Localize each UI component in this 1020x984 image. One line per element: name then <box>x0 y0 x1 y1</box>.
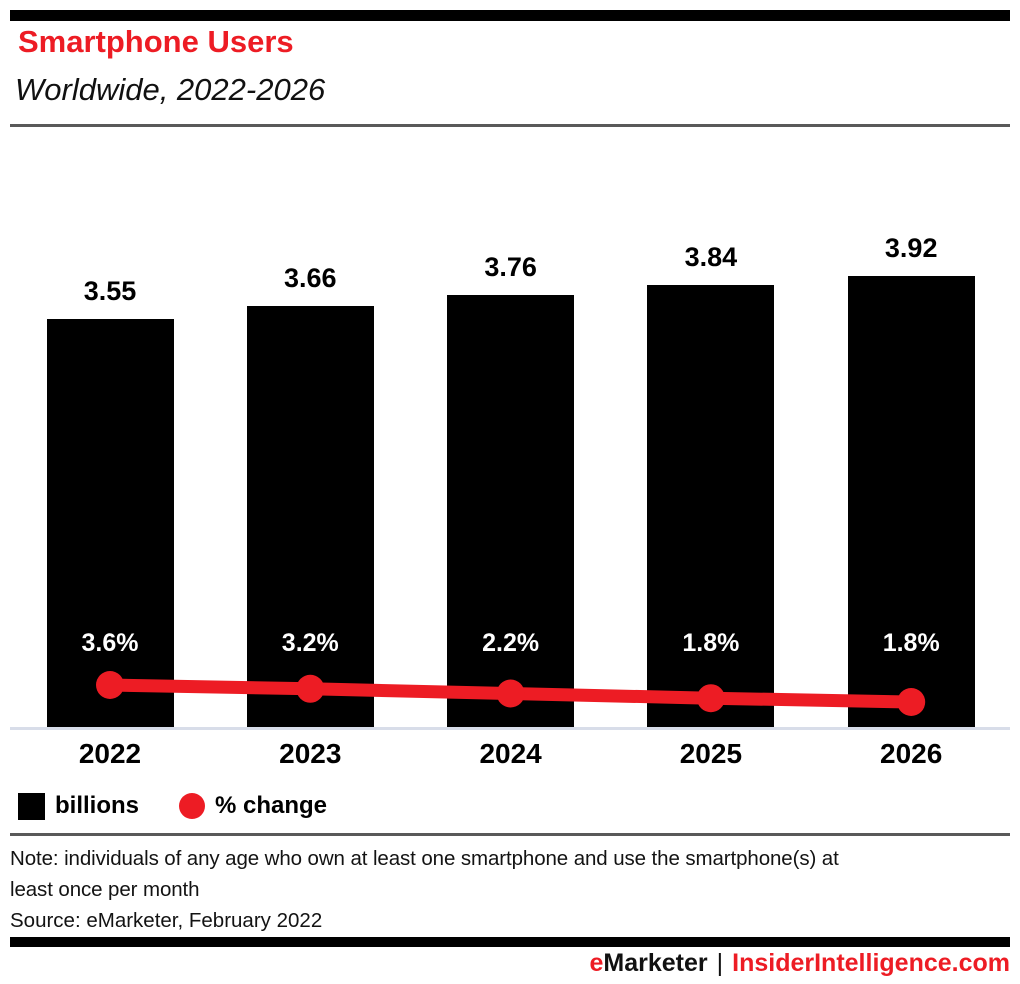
note-line-2: least once per month <box>10 878 200 901</box>
x-axis-label: 2022 <box>78 738 142 769</box>
brand-emarketer-rest: Marketer <box>603 949 708 977</box>
note-line-1: Note: individuals of any age who own at … <box>10 847 839 870</box>
footer-site: InsiderIntelligence.com <box>732 949 1010 977</box>
legend-swatch-billions <box>18 792 45 820</box>
header-divider <box>10 124 1010 127</box>
top-accent-bar <box>10 10 1010 21</box>
bar-value-label: 3.92 <box>884 233 938 264</box>
pct-change-label: 1.8% <box>682 629 740 657</box>
bar-2026 <box>847 276 975 727</box>
legend: billions % change <box>18 792 327 820</box>
bar-value-label: 3.84 <box>684 242 738 273</box>
legend-label-pct-change: % change <box>215 792 328 819</box>
pct-change-label: 1.8% <box>882 629 940 657</box>
legend-swatch-pct-change <box>179 793 205 819</box>
brand-emarketer-accent: e <box>589 949 604 977</box>
bar-2023 <box>246 306 374 727</box>
pct-change-label: 3.2% <box>281 629 339 657</box>
source-text: Source: eMarketer, February 2022 <box>10 909 323 932</box>
bar-value-label: 3.76 <box>484 251 537 282</box>
note-text: Note: individuals of any age who own at … <box>10 843 1010 905</box>
pct-change-label: 2.2% <box>482 629 540 657</box>
notes-divider <box>10 833 1010 836</box>
bar-2024 <box>447 294 575 727</box>
bar-value-label: 3.55 <box>83 275 137 306</box>
x-axis-line <box>10 727 1010 730</box>
bar-2022 <box>46 318 174 727</box>
pct-change-label: 3.6% <box>81 629 139 657</box>
bottom-accent-bar <box>10 937 1010 947</box>
x-axis-label: 2025 <box>679 738 743 769</box>
page-subtitle: Worldwide, 2022-2026 <box>15 72 326 107</box>
footer-divider: | <box>716 949 724 977</box>
legend-label-billions: billions <box>55 792 139 819</box>
bar-value-label: 3.66 <box>284 263 337 294</box>
x-axis-label: 2023 <box>279 738 342 769</box>
x-axis-label: 2026 <box>880 738 943 769</box>
bar-2025 <box>647 285 775 727</box>
footer-branding: eMarketer | InsiderIntelligence.com <box>590 949 1011 977</box>
page-title: Smartphone Users <box>18 24 294 59</box>
x-axis-label: 2024 <box>479 738 542 769</box>
